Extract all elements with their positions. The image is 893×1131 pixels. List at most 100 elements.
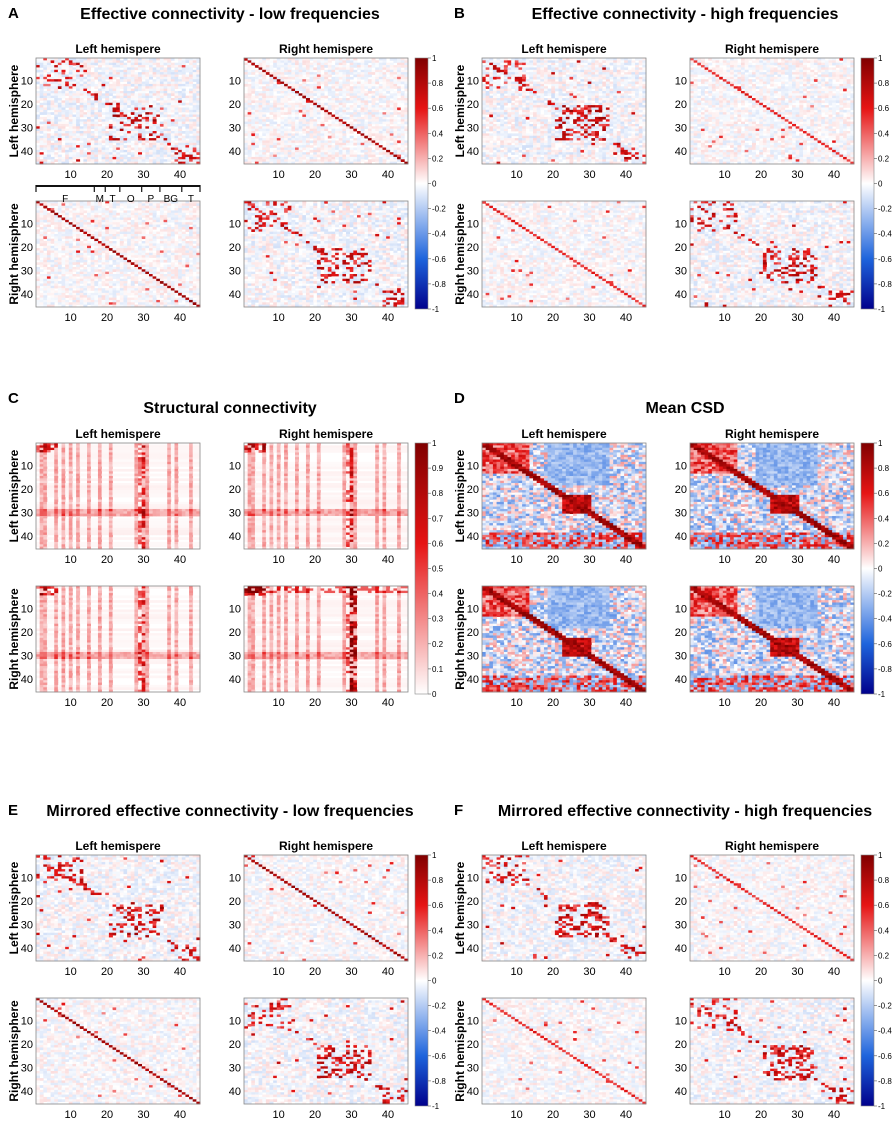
heatmap-cell	[174, 110, 178, 113]
heatmap-cell	[116, 74, 120, 77]
heatmap-cell	[120, 72, 124, 75]
heatmap-cell	[91, 65, 95, 68]
heatmap-cell	[69, 105, 73, 108]
heatmap-cell	[156, 70, 160, 73]
heatmap-cell	[51, 105, 55, 108]
heatmap-cell	[83, 93, 87, 96]
heatmap-cell	[102, 100, 106, 103]
heatmap-cell	[142, 103, 146, 106]
heatmap-cell	[145, 82, 149, 85]
heatmap-cell	[62, 74, 66, 77]
heatmap-cell	[102, 82, 106, 85]
heatmap-cell	[153, 79, 157, 82]
heatmap-cell	[145, 100, 149, 103]
heatmap-cell	[105, 84, 109, 87]
heatmap-cell	[120, 63, 124, 66]
heatmap-cell	[131, 65, 135, 68]
heatmap-cell	[182, 86, 186, 89]
heatmap-cell	[171, 110, 175, 113]
heatmap-cell	[160, 72, 164, 75]
heatmap-cell	[51, 86, 55, 89]
heatmap-cell	[80, 103, 84, 106]
heatmap-cell	[116, 93, 120, 96]
heatmap-cell	[149, 67, 153, 70]
heatmap-cell	[134, 72, 138, 75]
heatmap-cell	[54, 82, 58, 85]
heatmap-cell	[76, 112, 80, 115]
heatmap-cell	[156, 60, 160, 63]
heatmap-cell	[189, 91, 193, 94]
heatmap-cell	[58, 103, 62, 106]
heatmap-cell	[134, 77, 138, 80]
heatmap-cell	[40, 79, 44, 82]
heatmap-cell	[105, 105, 109, 108]
heatmap-cell	[98, 91, 102, 94]
heatmap-cell	[109, 67, 113, 70]
heatmap-cell	[156, 103, 160, 106]
heatmap-cell	[164, 60, 168, 63]
heatmap-cell	[83, 84, 87, 87]
heatmap-cell	[51, 89, 55, 92]
heatmap-cell	[116, 91, 120, 94]
heatmap-cell	[171, 91, 175, 94]
heatmap-cell	[138, 58, 142, 61]
heatmap-cell	[40, 112, 44, 115]
heatmap-cell	[174, 77, 178, 80]
heatmap-cell	[142, 60, 146, 63]
heatmap-cell	[116, 86, 120, 89]
heatmap-cell	[174, 107, 178, 110]
heatmap-cell	[58, 60, 62, 63]
heatmap-cell	[69, 91, 73, 94]
heatmap-cell	[65, 105, 69, 108]
heatmap-cell	[80, 105, 84, 108]
heatmap-cell	[36, 63, 40, 66]
heatmap-cell	[113, 91, 117, 94]
heatmap-cell	[193, 60, 197, 63]
heatmap-cell	[51, 70, 55, 73]
heatmap-cell	[167, 67, 171, 70]
heatmap-cell	[160, 93, 164, 96]
heatmap-cell	[72, 74, 76, 77]
heatmap-cell	[131, 72, 135, 75]
heatmap-cell	[145, 112, 149, 115]
heatmap-cell	[174, 98, 178, 101]
heatmap-cell	[153, 86, 157, 89]
heatmap-cell	[178, 82, 182, 85]
heatmap-cell	[87, 58, 91, 61]
heatmap-cell	[127, 79, 131, 82]
heatmap-cell	[62, 82, 66, 85]
heatmap-cell	[98, 98, 102, 101]
heatmap-cell	[91, 84, 95, 87]
heatmap-cell	[62, 63, 66, 66]
heatmap-cell	[65, 65, 69, 68]
heatmap-cell	[189, 98, 193, 101]
heatmap-cell	[123, 58, 127, 61]
heatmap-cell	[164, 91, 168, 94]
heatmap-cell	[72, 93, 76, 96]
heatmap-cell	[40, 103, 44, 106]
heatmap-cell	[120, 107, 124, 110]
heatmap-cell	[189, 110, 193, 113]
heatmap-cell	[131, 107, 135, 110]
heatmap-cell	[138, 93, 142, 96]
heatmap-cell	[138, 77, 142, 80]
heatmap-cell	[80, 110, 84, 113]
heatmap-cell	[51, 103, 55, 106]
heatmap-cell	[65, 77, 69, 80]
heatmap-cell	[58, 72, 62, 75]
heatmap-cell	[72, 77, 76, 80]
heatmap-cell	[145, 84, 149, 87]
heatmap-cell	[36, 93, 40, 96]
heatmap-cell	[36, 100, 40, 103]
heatmap-cell	[109, 58, 113, 61]
heatmap-cell	[65, 63, 69, 66]
heatmap-cell	[116, 84, 120, 87]
heatmap-cell	[123, 63, 127, 66]
heatmap-cell	[105, 91, 109, 94]
heatmap-cell	[156, 107, 160, 110]
heatmap-cell	[193, 96, 197, 99]
heatmap-cell	[47, 93, 51, 96]
heatmap-cell	[193, 77, 197, 80]
heatmap-cell	[142, 89, 146, 92]
heatmap-cell	[91, 107, 95, 110]
